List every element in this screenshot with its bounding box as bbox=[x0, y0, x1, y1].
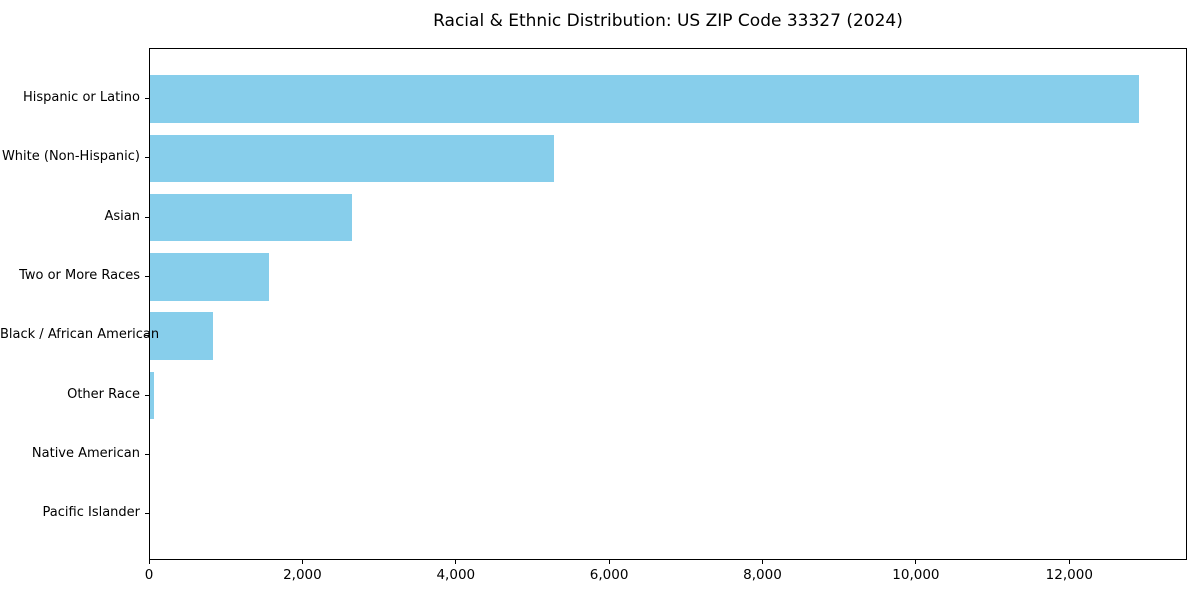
y-tick-label-pacific-islander: Pacific Islander bbox=[42, 505, 140, 521]
x-tick-label-0: 0 bbox=[144, 567, 154, 583]
y-axis-tick bbox=[145, 335, 149, 337]
bar-other-race bbox=[150, 371, 155, 420]
y-axis-tick bbox=[145, 275, 149, 277]
bar-hispanic-or-latino bbox=[150, 75, 1139, 123]
y-axis-tick bbox=[145, 157, 149, 159]
y-tick-label-two-or-more-races: Two or More Races bbox=[19, 267, 140, 283]
y-tick-label-hispanic-or-latino: Hispanic or Latino bbox=[22, 90, 140, 105]
x-axis-tick bbox=[762, 560, 763, 564]
y-axis-tick bbox=[145, 216, 149, 218]
chart-title: Racial & Ethnic Distribution: US ZIP Cod… bbox=[433, 11, 903, 31]
y-axis-tick bbox=[145, 513, 149, 515]
y-tick-label-asian: Asian bbox=[104, 208, 140, 224]
bar-two-or-more-races bbox=[150, 253, 269, 301]
x-tick-label-6-000: 6,000 bbox=[589, 567, 629, 583]
x-axis-tick bbox=[915, 560, 917, 564]
y-tick-label-other-race: Other Race bbox=[67, 386, 140, 402]
x-axis-tick bbox=[608, 560, 610, 564]
bar-black-african-american bbox=[150, 312, 213, 360]
y-axis-tick bbox=[145, 453, 149, 455]
x-tick-label-8-000: 8,000 bbox=[743, 567, 782, 583]
x-axis-tick bbox=[301, 560, 303, 564]
plot-area bbox=[149, 48, 1187, 560]
y-tick-label-black-african-american: Black / African American bbox=[0, 327, 160, 343]
x-axis-tick bbox=[148, 560, 150, 564]
x-axis-tick bbox=[1068, 560, 1070, 564]
y-tick-label-native-american: Native American bbox=[31, 445, 140, 461]
x-axis-tick bbox=[455, 560, 457, 564]
y-axis-tick bbox=[145, 98, 149, 99]
x-tick-label-4-000: 4,000 bbox=[436, 567, 476, 583]
y-tick-label-white-non-hispanic: White (Non-Hispanic) bbox=[1, 149, 140, 165]
x-tick-label-12-000: 12,000 bbox=[1045, 567, 1093, 583]
bar-asian bbox=[150, 193, 352, 242]
x-tick-label-10-000: 10,000 bbox=[892, 567, 940, 583]
x-tick-label-2-000: 2,000 bbox=[283, 567, 322, 583]
y-axis-tick bbox=[145, 394, 149, 396]
bar-white-non-hispanic bbox=[150, 134, 555, 182]
